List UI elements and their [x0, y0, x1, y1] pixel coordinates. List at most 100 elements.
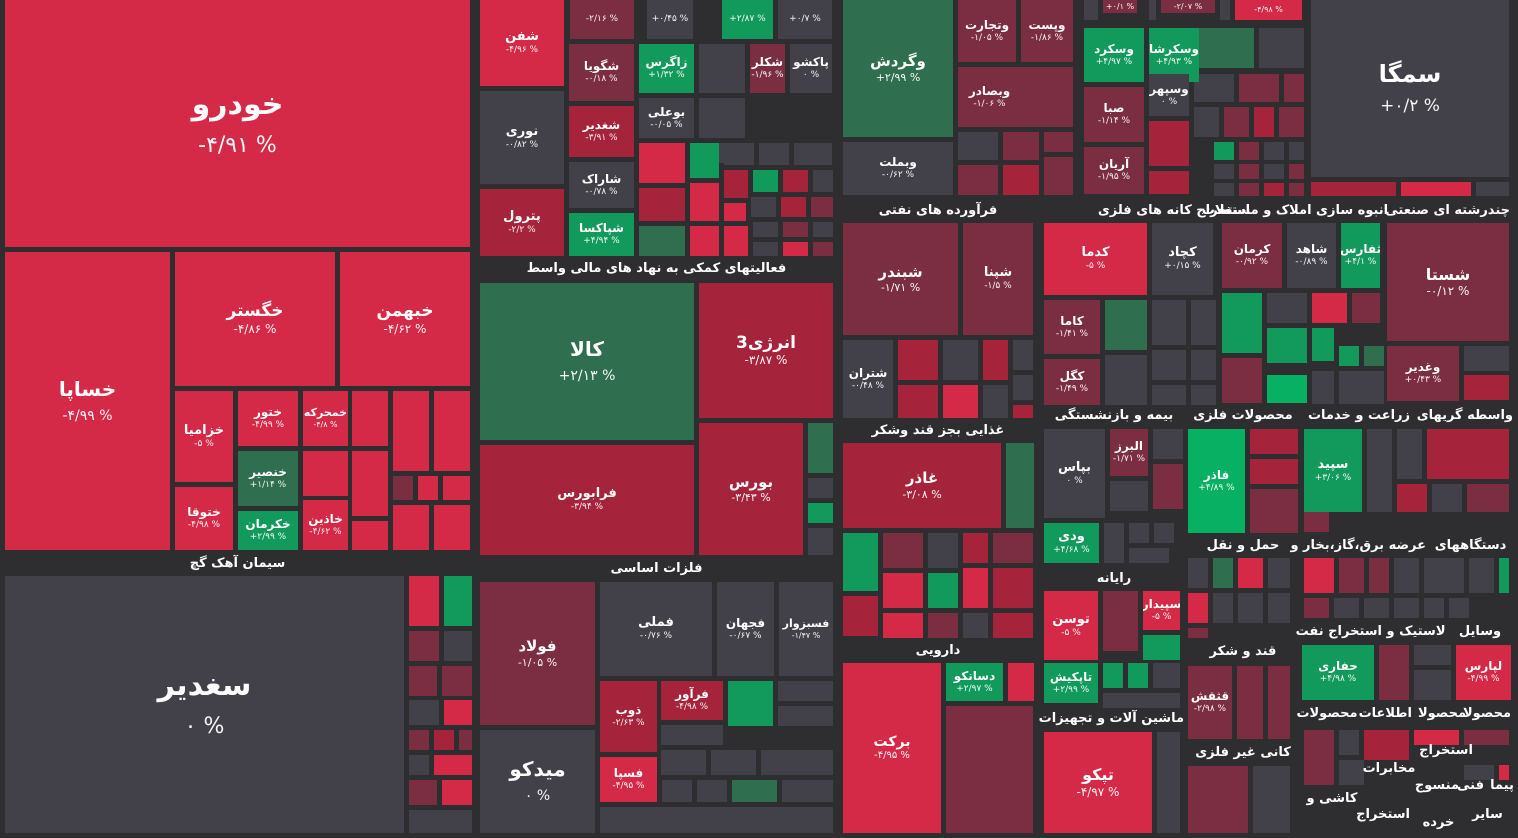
treemap-cell[interactable] [1128, 663, 1148, 688]
stock-tile[interactable]: بورس -۳/۴۳ % [699, 423, 803, 555]
treemap-cell[interactable] [1239, 183, 1259, 196]
treemap-cell[interactable] [1214, 183, 1234, 196]
stock-tile[interactable]: ودی +۴/۶۸ % [1044, 523, 1099, 563]
stock-tile[interactable]: شفن -۴/۹۶ % [480, 0, 564, 86]
stock-tile[interactable]: شپاکسا +۴/۹۴ % [569, 213, 634, 256]
treemap-cell[interactable] [778, 706, 833, 726]
treemap-cell[interactable] [1103, 591, 1138, 651]
treemap-cell[interactable] [1401, 182, 1471, 196]
treemap-cell[interactable] [661, 750, 706, 775]
treemap-cell[interactable] [1464, 346, 1509, 371]
stock-tile[interactable]: شستا -۰/۱۲ % [1387, 223, 1509, 341]
treemap-cell[interactable] [1267, 328, 1307, 363]
treemap-cell[interactable] [444, 631, 472, 661]
stock-tile[interactable]: پترول -۲/۲ % [480, 189, 564, 256]
treemap-cell[interactable] [1253, 766, 1290, 833]
treemap-cell[interactable] [1003, 165, 1039, 195]
treemap-cell[interactable] [813, 242, 833, 256]
treemap-cell[interactable] [600, 807, 833, 833]
treemap-cell[interactable] [1427, 429, 1509, 479]
treemap-cell[interactable] [1414, 670, 1451, 700]
treemap-cell[interactable] [1194, 28, 1254, 68]
treemap-cell[interactable] [1213, 558, 1233, 588]
treemap-cell[interactable] [963, 613, 988, 638]
stock-tile[interactable]: خبهمن -۴/۶۲ % [340, 252, 470, 386]
treemap-cell[interactable] [1364, 346, 1384, 366]
treemap-cell[interactable] [352, 391, 388, 446]
treemap-cell[interactable] [811, 197, 833, 217]
treemap-cell[interactable] [883, 573, 923, 608]
treemap-cell[interactable] [393, 505, 429, 550]
stock-tile[interactable]: خودرو -۴/۹۱ % [5, 0, 470, 247]
stock-tile[interactable]: توسن -۵ % [1044, 591, 1098, 660]
stock-tile[interactable]: بوعلی -۰/۰۵ % [639, 98, 694, 138]
treemap-cell[interactable] [1268, 593, 1290, 623]
stock-tile[interactable]: وغدیر +۰/۴۳ % [1387, 346, 1459, 401]
treemap-cell[interactable] [1110, 481, 1148, 511]
treemap-cell[interactable] [1289, 142, 1304, 160]
treemap-cell[interactable] [1312, 293, 1347, 323]
stock-tile[interactable]: دسانکو +۲/۹۷ % [946, 663, 1003, 701]
stock-tile[interactable]: خساپا -۴/۹۹ % [5, 252, 170, 550]
stock-tile[interactable]: برکت -۴/۹۵ % [843, 663, 941, 833]
treemap-cell[interactable] [662, 780, 692, 802]
stock-tile[interactable]: ختور -۴/۹۹ % [238, 391, 298, 446]
treemap-cell[interactable] [759, 143, 789, 165]
treemap-cell[interactable] [1464, 375, 1509, 400]
treemap-cell[interactable] [1214, 164, 1234, 179]
treemap-cell[interactable] [1264, 142, 1284, 160]
treemap-cell[interactable] [1153, 663, 1180, 688]
stock-tile[interactable]: شبندر -۱/۷۱ % [843, 223, 958, 335]
treemap-cell[interactable] [434, 755, 472, 775]
treemap-cell[interactable] [1103, 663, 1123, 688]
treemap-cell[interactable] [1214, 142, 1234, 160]
stock-tile[interactable]: سپیدار -۵ % [1143, 591, 1180, 630]
treemap-cell[interactable] [409, 576, 439, 626]
stock-tile[interactable]: وسکرد +۴/۹۷ % [1084, 28, 1144, 82]
treemap-cell[interactable] [303, 451, 348, 496]
treemap-cell[interactable] [639, 188, 685, 221]
treemap-cell[interactable] [724, 170, 748, 198]
treemap-cell[interactable] [1369, 558, 1389, 593]
treemap-cell[interactable] [883, 613, 923, 638]
treemap-cell[interactable] [898, 340, 938, 380]
treemap-cell[interactable] [1339, 346, 1359, 366]
treemap-cell[interactable] [444, 576, 472, 626]
stock-tile[interactable]: شغدیر -۳/۹۱ % [569, 106, 634, 157]
stock-tile[interactable]: سغدیر ۰ % [5, 576, 404, 833]
treemap-cell[interactable] [1143, 635, 1180, 660]
treemap-cell[interactable] [1152, 385, 1186, 405]
stock-tile[interactable]: وتجارت -۱/۰۵ % [958, 0, 1016, 62]
treemap-cell[interactable] [928, 533, 958, 568]
stock-tile[interactable]: سپید +۳/۰۶ % [1304, 429, 1362, 512]
stock-tile[interactable]: صبا -۱/۱۴ % [1084, 87, 1144, 142]
treemap-cell[interactable] [993, 533, 1033, 563]
treemap-cell[interactable] [1188, 593, 1208, 623]
treemap-cell[interactable] [1259, 28, 1304, 68]
treemap-cell[interactable] [1364, 598, 1389, 618]
treemap-cell[interactable] [1397, 484, 1427, 512]
treemap-cell[interactable] [843, 533, 878, 591]
treemap-cell[interactable] [1149, 0, 1156, 20]
treemap-cell[interactable] [946, 706, 1033, 833]
treemap-cell[interactable] [753, 170, 778, 192]
stock-tile[interactable]: حفاری +۴/۹۸ % [1302, 645, 1374, 700]
treemap-cell[interactable] [783, 222, 808, 237]
treemap-cell[interactable] [352, 451, 388, 516]
treemap-cell[interactable] [993, 568, 1033, 608]
stock-tile[interactable]: -۴/۹۸ % [1235, 0, 1302, 20]
treemap-cell[interactable] [1352, 293, 1380, 323]
treemap-cell[interactable] [1154, 523, 1174, 543]
treemap-cell[interactable] [1364, 730, 1409, 760]
treemap-cell[interactable] [1224, 107, 1249, 137]
treemap-cell[interactable] [928, 613, 958, 638]
stock-tile[interactable]: وبصادر -۱/۰۶ % [958, 67, 1021, 127]
treemap-cell[interactable] [751, 197, 776, 217]
treemap-cell[interactable] [1153, 429, 1183, 459]
treemap-cell[interactable] [1499, 765, 1509, 780]
treemap-cell[interactable] [781, 197, 806, 217]
treemap-cell[interactable] [808, 423, 833, 473]
stock-tile[interactable]: خزامیا -۵ % [175, 391, 233, 482]
treemap-cell[interactable] [724, 226, 748, 256]
treemap-cell[interactable] [1013, 405, 1033, 418]
